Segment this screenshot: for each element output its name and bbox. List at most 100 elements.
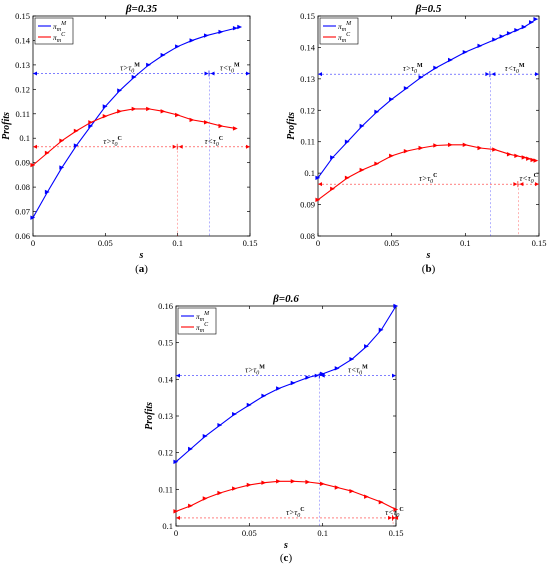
data-point-C xyxy=(374,161,380,166)
data-point-M xyxy=(44,189,50,195)
threshold-superscript: C xyxy=(300,507,304,513)
threshold-subscript: 0 xyxy=(516,69,519,75)
data-point-C xyxy=(533,158,539,163)
data-point-M xyxy=(315,175,321,181)
threshold-subscript: 0 xyxy=(231,68,234,74)
threshold-superscript: M xyxy=(519,63,525,69)
plot-area xyxy=(317,15,540,237)
data-point-M xyxy=(189,38,195,43)
arrow-head-mid-left xyxy=(388,515,393,520)
series-M xyxy=(173,303,399,465)
x-tick-label: 0.1 xyxy=(172,238,183,248)
threshold-right-text: τ<τ xyxy=(519,174,531,183)
data-point-C xyxy=(389,153,394,159)
chart-title: β=0.6 xyxy=(272,293,299,305)
data-point-M xyxy=(330,155,335,160)
arrow-head-left xyxy=(33,71,37,76)
threshold-superscript: C xyxy=(219,136,223,142)
series-M xyxy=(30,24,243,220)
caption-open-paren: ( xyxy=(280,552,284,564)
threshold-subscript: 0 xyxy=(359,371,362,377)
y-tick-label: 0.15 xyxy=(158,338,173,348)
y-tick-label: 0.07 xyxy=(15,207,30,217)
y-tick-label: 0.12 xyxy=(158,448,173,458)
y-tick-label: 0.15 xyxy=(15,11,30,21)
threshold-label-left: τ>τ0M xyxy=(403,63,423,75)
y-tick-label: 0.14 xyxy=(300,42,316,52)
legend-subscript: m xyxy=(342,38,347,44)
arrow-head-mid-left xyxy=(204,71,209,76)
arrow-head-right xyxy=(246,71,250,76)
data-point-M xyxy=(320,371,325,377)
data-point-C xyxy=(462,142,468,148)
x-tick-label: 0 xyxy=(316,238,320,248)
data-point-C xyxy=(102,114,108,119)
threshold-subscript: 0 xyxy=(430,179,433,185)
arrow-head-mid-right xyxy=(519,182,524,187)
arrow-head-right xyxy=(392,373,396,378)
legend-main: π xyxy=(196,323,200,332)
y-tick-label: 0.15 xyxy=(300,11,315,21)
legend-main: π xyxy=(338,33,342,42)
threshold-label-right: τ<τ0C xyxy=(519,173,537,185)
legend-entry: πmM xyxy=(53,21,67,33)
threshold-label-right: τ<τ0M xyxy=(348,365,368,377)
data-point-C xyxy=(117,109,122,114)
data-point-M xyxy=(448,57,453,63)
data-point-M xyxy=(533,16,539,22)
y-axis-label: Profits xyxy=(144,402,155,430)
threshold-subscript: 0 xyxy=(531,179,534,185)
arrow-head-mid-right xyxy=(491,72,496,77)
data-point-M xyxy=(88,123,94,129)
data-point-M xyxy=(232,411,237,417)
legend-subscript: m xyxy=(200,328,205,334)
x-tick-label: 0.1 xyxy=(317,528,328,538)
threshold-C: τ>τ0C τ<τ0C xyxy=(33,136,250,236)
threshold-superscript: M xyxy=(234,62,240,68)
legend-subscript: m xyxy=(57,27,62,33)
y-tick-label: 0.11 xyxy=(15,109,30,119)
data-point-C xyxy=(334,485,340,490)
data-point-C xyxy=(477,145,483,151)
legend-entry: πmM xyxy=(338,21,352,33)
data-point-M xyxy=(506,31,512,36)
series-line-C xyxy=(175,480,397,512)
x-tick-label: 0.15 xyxy=(389,528,404,538)
arrow-head-right xyxy=(246,144,250,149)
data-point-C xyxy=(189,117,195,123)
threshold-left-text: τ>τ xyxy=(120,63,132,72)
data-point-C xyxy=(188,503,193,509)
data-point-C xyxy=(526,156,531,161)
threshold-label-right: τ<τ0M xyxy=(220,62,240,74)
x-tick-label: 0 xyxy=(174,528,178,538)
data-point-M xyxy=(117,88,122,93)
data-point-M xyxy=(492,37,497,42)
chart-panel-a: 0.06 0.07 0.08 0.09 0.1 0.11 0.12 0.13 0.14 0.15 0… xyxy=(1,3,257,275)
threshold-label-right: τ<τ0C xyxy=(205,136,223,148)
y-tick-label: 0.11 xyxy=(300,137,315,147)
y-tick-label: 0.13 xyxy=(158,411,173,421)
data-point-M xyxy=(246,402,252,408)
data-point-C xyxy=(146,106,151,112)
data-point-C xyxy=(393,507,399,512)
data-point-M xyxy=(188,446,193,452)
legend-superscript: M xyxy=(203,311,210,317)
caption-letter: c xyxy=(284,552,289,564)
threshold-left-text: τ>τ xyxy=(103,137,115,146)
legend-subscript: m xyxy=(200,317,205,323)
data-point-M xyxy=(217,422,223,428)
data-point-M xyxy=(232,26,238,31)
data-point-C xyxy=(492,147,497,152)
data-point-C xyxy=(514,153,520,159)
arrow-head-left xyxy=(176,515,180,520)
caption-open-paren: ( xyxy=(422,263,426,275)
legend-subscript: m xyxy=(342,27,347,33)
x-tick-label: 0.05 xyxy=(384,238,399,248)
data-point-C xyxy=(305,479,311,485)
arrow-head-mid-right xyxy=(210,71,215,76)
data-point-M xyxy=(261,393,267,399)
panel-caption: (c) xyxy=(280,552,293,564)
threshold-left-text: τ>τ xyxy=(286,508,298,517)
y-tick-label: 0.09 xyxy=(15,158,30,168)
